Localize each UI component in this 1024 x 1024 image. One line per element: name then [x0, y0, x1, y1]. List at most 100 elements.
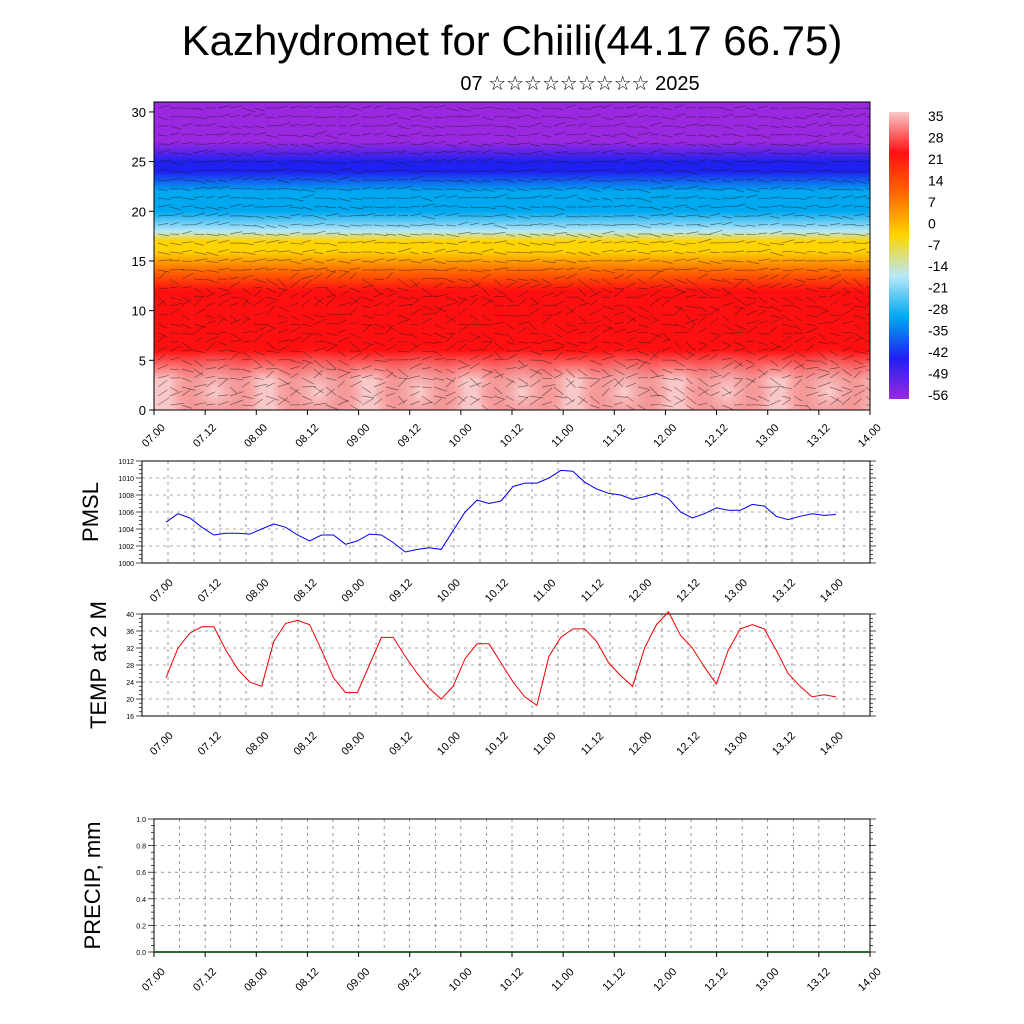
wind-barb — [289, 389, 299, 397]
wind-barb — [337, 269, 351, 273]
wind-barb — [541, 158, 553, 163]
wind-barb — [865, 386, 870, 392]
wind-barb — [169, 386, 179, 392]
wind-barb — [409, 357, 421, 361]
wind-barb — [277, 397, 288, 406]
wind-barb — [673, 125, 686, 129]
wind-barb — [433, 125, 445, 129]
wind-barb — [505, 143, 520, 146]
wind-barb — [385, 186, 396, 190]
wind-barb — [565, 233, 579, 238]
wind-barb — [169, 403, 184, 406]
wind-barb — [733, 269, 746, 272]
wind-barb — [805, 391, 819, 397]
wind-barb — [469, 259, 482, 262]
wind-barb — [757, 212, 772, 217]
wind-barb — [373, 341, 385, 347]
wind-barb — [385, 368, 397, 378]
wind-barb — [637, 206, 652, 209]
wind-barb — [337, 251, 349, 254]
wind-barb — [457, 359, 468, 366]
y-tick-label: 0.2 — [136, 923, 146, 930]
wind-barb — [193, 107, 205, 111]
wind-barb — [721, 179, 732, 183]
wind-barb — [781, 399, 791, 406]
wind-barb — [181, 197, 196, 201]
wind-barb — [337, 302, 352, 307]
wind-barb — [661, 267, 675, 271]
wind-barb — [469, 278, 481, 289]
wind-barb — [157, 259, 172, 262]
wind-barb — [709, 318, 719, 325]
wind-barb — [757, 188, 769, 190]
wind-barb — [577, 260, 589, 263]
wind-barb — [445, 249, 459, 253]
wind-barb — [469, 294, 480, 298]
y-tick-label: 1000 — [118, 561, 134, 568]
wind-barb — [769, 125, 782, 129]
wind-barb — [505, 395, 515, 401]
wind-barb — [685, 170, 698, 175]
wind-barb — [517, 297, 528, 307]
wind-barb — [265, 328, 275, 334]
y-tick-label: 28 — [126, 663, 134, 670]
x-tick-label: 08.12 — [291, 577, 319, 605]
wind-barb — [661, 185, 673, 190]
wind-barb — [637, 188, 650, 193]
x-tick-label: 10.12 — [483, 577, 511, 605]
wind-barb — [625, 372, 639, 379]
wind-barb — [313, 106, 325, 109]
wind-barb — [769, 268, 780, 271]
wind-barb — [217, 248, 230, 253]
wind-barb — [529, 296, 538, 304]
wind-barb — [361, 285, 373, 289]
wind-barb — [169, 170, 184, 173]
wind-barb — [601, 379, 614, 388]
y-tick-label: 15 — [132, 254, 146, 269]
wind-barb — [385, 309, 396, 316]
wind-barb — [301, 289, 313, 298]
wind-barb — [265, 134, 279, 139]
wind-barb — [253, 333, 264, 343]
wind-barb — [817, 224, 828, 227]
wind-barb — [841, 251, 852, 254]
wind-barb — [289, 359, 304, 365]
wind-barb — [541, 125, 552, 128]
wind-barb — [181, 133, 194, 136]
wind-barb — [781, 354, 795, 361]
warm-blob — [680, 342, 773, 410]
wind-barb — [613, 321, 624, 325]
wind-barb — [337, 105, 350, 109]
wind-barb — [289, 206, 303, 209]
wind-barb — [253, 125, 265, 129]
wind-barb — [241, 204, 255, 208]
wind-barb — [289, 143, 300, 147]
wind-barb — [181, 122, 193, 127]
wind-barb — [505, 404, 516, 410]
x-tick-label: 07.00 — [148, 730, 176, 758]
wind-barb — [589, 233, 603, 238]
wind-barb — [457, 297, 468, 307]
wind-barb — [589, 345, 598, 352]
wind-barb — [817, 400, 827, 406]
wind-barb — [769, 319, 779, 325]
wind-barb — [649, 403, 662, 406]
wind-barb — [517, 142, 531, 145]
wind-barb — [253, 107, 265, 112]
wind-barb — [553, 341, 565, 346]
wind-barb — [781, 152, 792, 155]
wind-barb — [385, 392, 396, 397]
wind-barb — [313, 141, 326, 145]
wind-barb — [217, 186, 230, 190]
wind-barb — [757, 354, 768, 361]
wind-barb — [577, 266, 591, 271]
wind-barb — [349, 233, 364, 236]
wind-barb — [817, 368, 830, 373]
wind-barb — [745, 240, 756, 244]
wind-barb — [745, 296, 757, 300]
wind-barb — [553, 323, 565, 332]
wind-barb — [241, 314, 251, 321]
wind-barb — [457, 278, 469, 283]
wind-barb — [685, 224, 700, 226]
